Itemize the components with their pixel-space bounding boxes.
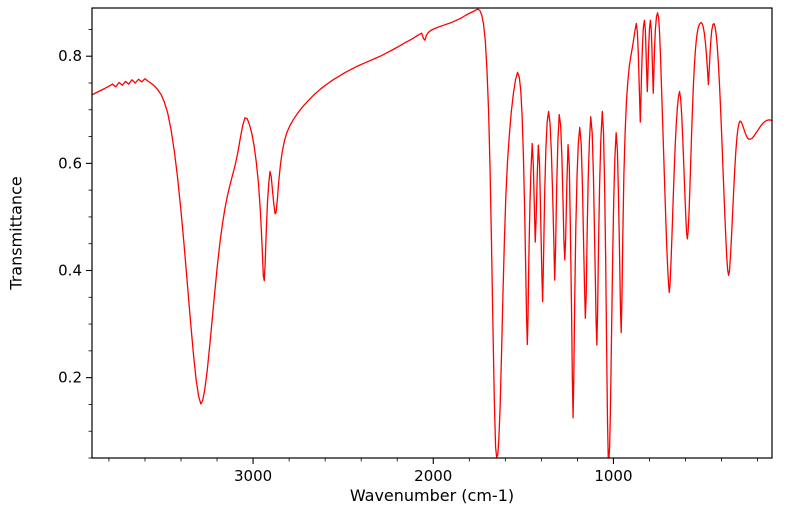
y-tick-label: 0.8 — [58, 47, 82, 65]
x-tick-label: 1000 — [594, 467, 632, 485]
y-axis-label: Transmittance — [6, 176, 26, 290]
y-tick-label: 0.4 — [58, 262, 82, 280]
plot-frame — [91, 7, 773, 459]
x-tick-label: 2000 — [414, 467, 452, 485]
y-tick-label: 0.2 — [58, 369, 82, 387]
x-tick-label: 3000 — [234, 467, 272, 485]
spectrum-line — [91, 8, 773, 459]
x-axis-label: Wavenumber (cm-1) — [349, 486, 515, 505]
y-tick-label: 0.6 — [58, 154, 82, 172]
